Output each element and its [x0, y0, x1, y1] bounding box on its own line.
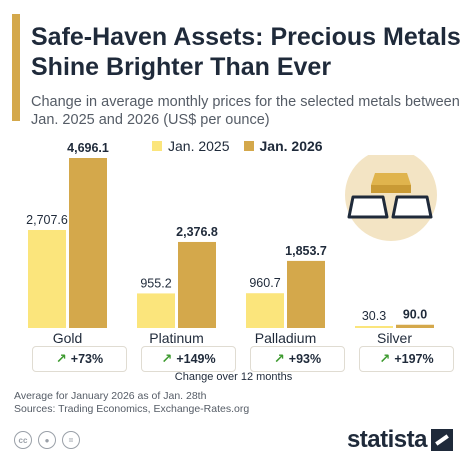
category-label-palladium: Palladium — [255, 330, 316, 345]
change-value: +73% — [70, 352, 104, 366]
up-right-arrow-icon: ↗ — [55, 351, 67, 366]
data-label-silver-2026: 90.0 — [403, 308, 427, 322]
change-badge-palladium: ↗ +93% — [250, 346, 345, 372]
bar-silver-2025 — [355, 326, 393, 328]
bar-silver-2026 — [396, 324, 434, 328]
footnote-sources: Sources: Trading Economics, Exchange-Rat… — [14, 403, 250, 415]
legend-swatch-2026 — [243, 141, 254, 151]
legend-swatch-2025 — [152, 141, 162, 151]
change-caption: Change over 12 months — [174, 371, 293, 383]
gold-bars-icon — [345, 155, 437, 241]
logo-mark-icon — [431, 429, 453, 451]
change-value: +93% — [288, 352, 322, 366]
legend-item-2026: Jan. 2026 — [243, 138, 323, 154]
bar-palladium-2026 — [287, 260, 325, 328]
change-badge-gold: ↗ +73% — [32, 346, 127, 372]
up-right-arrow-icon: ↗ — [161, 351, 173, 366]
bar-platinum-2025 — [137, 293, 175, 328]
by-icon[interactable]: ● — [38, 431, 56, 449]
up-right-arrow-icon: ↗ — [273, 351, 285, 366]
data-label-platinum-2025: 955.2 — [140, 276, 171, 290]
footnote: Average for January 2026 as of Jan. 28th… — [14, 390, 249, 416]
category-label-silver: Silver — [377, 330, 412, 345]
data-label-gold-2025: 2,707.6 — [26, 213, 68, 227]
statista-logo[interactable]: statista — [347, 426, 453, 454]
change-badge-platinum: ↗ +149% — [141, 346, 236, 372]
bar-gold-2025 — [28, 229, 66, 328]
logo-text: statista — [346, 426, 428, 453]
bar-platinum-2026 — [178, 241, 216, 328]
bar-gold-2026 — [69, 158, 107, 328]
bar-chart: 2,707.6 4,696.1 Gold 955.2 2,376.8 Platinum 96… — [26, 141, 434, 345]
chart-subtitle: Change in average monthly prices for the… — [31, 94, 460, 128]
change-value: +149% — [176, 352, 216, 366]
data-label-palladium-2025: 960.7 — [249, 276, 280, 290]
change-value: +197% — [394, 352, 434, 366]
category-label-platinum: Platinum — [149, 330, 203, 345]
data-label-platinum-2026: 2,376.8 — [176, 225, 218, 239]
legend-label-2026: Jan. 2026 — [259, 138, 323, 154]
legend-item-2025: Jan. 2025 — [152, 138, 230, 154]
data-label-gold-2026: 4,696.1 — [67, 141, 109, 155]
legend: Jan. 2025 Jan. 2026 — [152, 138, 337, 154]
change-row: ↗ +73% ↗ +149% ↗ +93% ↗ +197% — [0, 346, 467, 372]
nd-icon[interactable]: = — [62, 431, 80, 449]
change-badge-silver: ↗ +197% — [359, 346, 454, 372]
data-label-palladium-2026: 1,853.7 — [285, 244, 327, 258]
cc-icon[interactable]: cc — [14, 431, 32, 449]
legend-label-2025: Jan. 2025 — [168, 138, 230, 154]
up-right-arrow-icon: ↗ — [379, 351, 391, 366]
license-icons: cc ● = — [14, 431, 86, 449]
footnote-note: Average for January 2026 as of Jan. 28th — [14, 390, 207, 402]
title-accent-bar — [12, 14, 20, 121]
chart-title: Safe-Haven Assets: Precious Metals Shine… — [31, 23, 461, 81]
data-label-silver-2025: 30.3 — [362, 309, 386, 323]
bar-palladium-2025 — [246, 293, 284, 328]
category-label-gold: Gold — [53, 330, 83, 345]
